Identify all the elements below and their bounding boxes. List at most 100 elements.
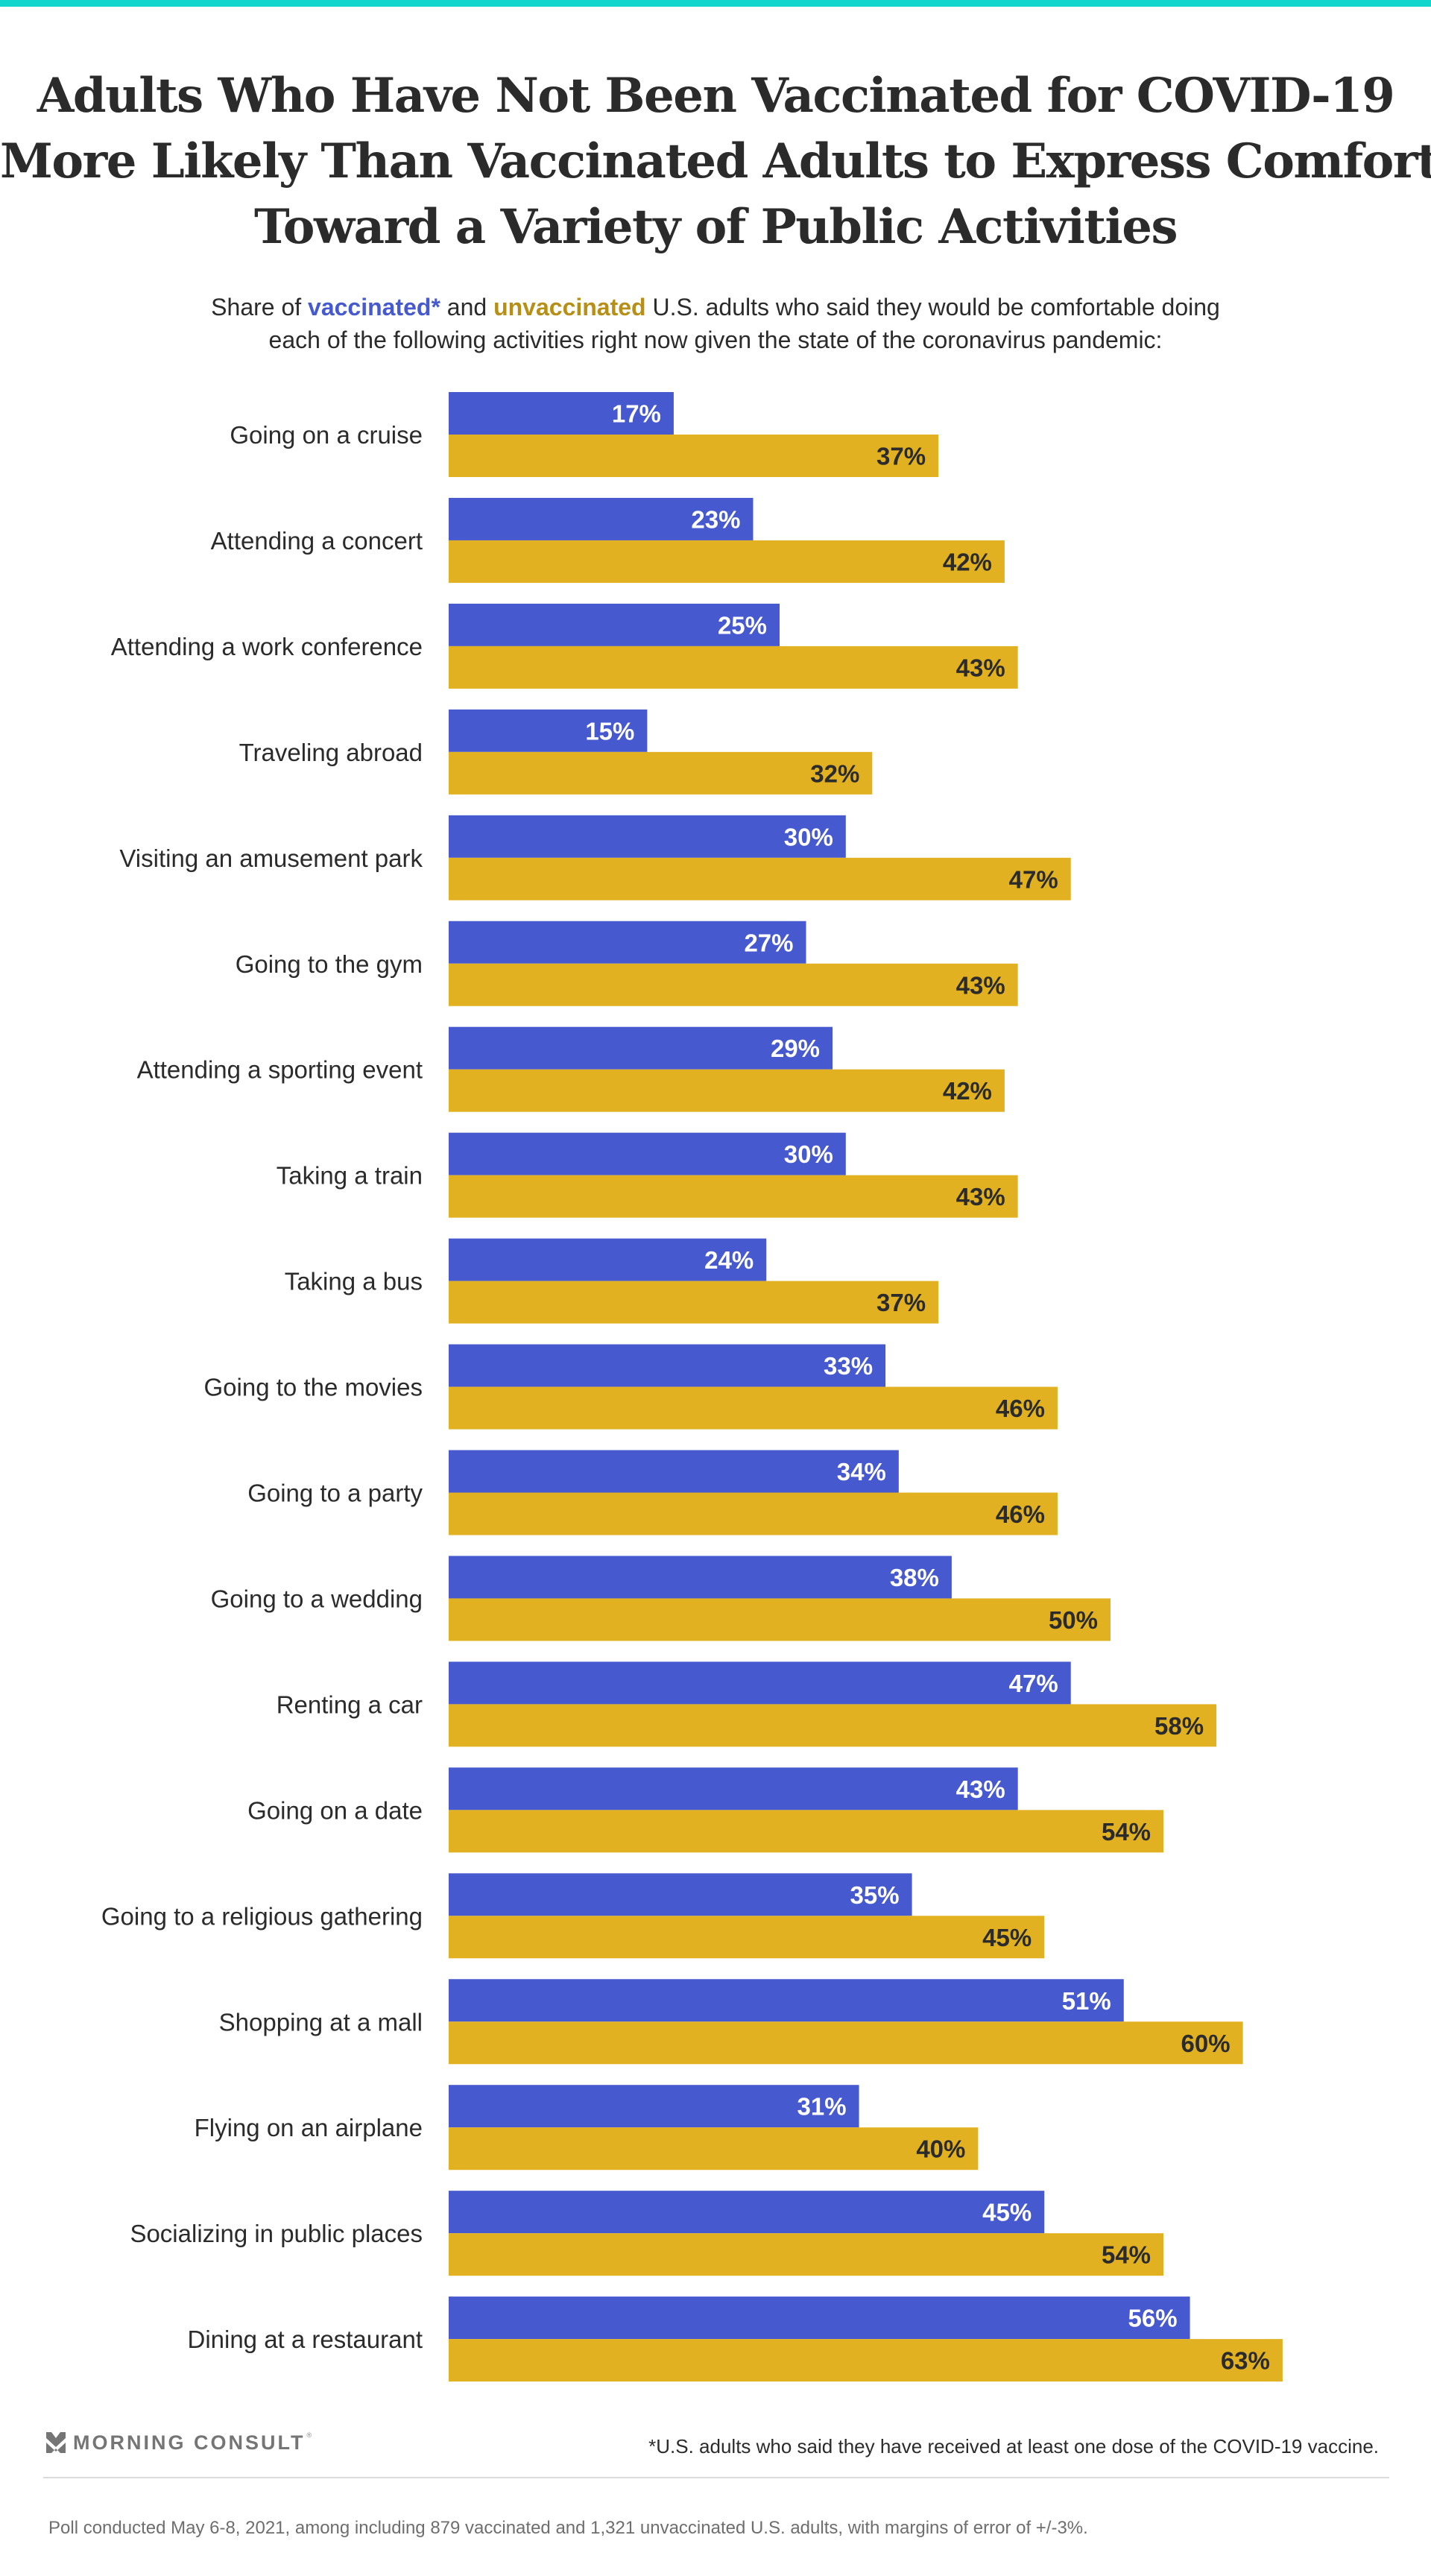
bar-vaccinated [449,603,780,646]
category-label: Going to a party [247,1480,423,1507]
bar-group: Flying on an airplane 31% 40% [195,2085,979,2171]
value-label-unvaccinated: 54% [1102,2241,1151,2269]
bar-unvaccinated [449,2233,1164,2276]
bar-unvaccinated [449,2021,1243,2065]
bar-vaccinated [449,2296,1190,2340]
value-label-vaccinated: 47% [1009,1670,1058,1697]
value-label-unvaccinated: 43% [956,1183,1005,1210]
bar-unvaccinated [449,2339,1283,2382]
value-label-unvaccinated: 37% [876,443,926,470]
bar-vaccinated [449,1344,886,1387]
bar-vaccinated [449,709,648,752]
value-label-vaccinated: 31% [797,2093,846,2121]
footnote: *U.S. adults who said they have received… [648,2435,1379,2457]
value-label-vaccinated: 15% [585,717,634,745]
value-label-unvaccinated: 37% [876,1289,926,1316]
value-label-unvaccinated: 50% [1049,1606,1098,1634]
value-label-vaccinated: 56% [1128,2305,1177,2332]
bar-unvaccinated [449,1598,1111,1641]
subtitle-line-2: each of the following activities right n… [268,326,1163,353]
value-label-unvaccinated: 60% [1181,2030,1231,2057]
category-label: Going on a date [247,1796,423,1824]
value-label-vaccinated: 43% [956,1775,1005,1803]
bar-vaccinated [449,392,674,435]
category-label: Attending a sporting event [137,1056,423,1084]
morning-consult-logo: MORNING CONSULT ® [46,2431,312,2454]
value-label-unvaccinated: 63% [1221,2347,1270,2375]
category-label: Visiting an amusement park [119,845,423,872]
poll-methodology-note: Poll conducted May 6-8, 2021, among incl… [48,2518,1088,2538]
bar-unvaccinated [449,1810,1164,1853]
value-label-unvaccinated: 42% [943,548,992,575]
bar-vaccinated [449,1767,1018,1811]
category-label: Going to the gym [236,950,423,978]
value-label-unvaccinated: 40% [916,2135,965,2163]
value-label-unvaccinated: 45% [982,1924,1032,1951]
value-label-vaccinated: 25% [718,611,767,639]
bar-group: Going on a cruise 17% 37% [230,392,939,477]
value-label-unvaccinated: 46% [996,1395,1045,1422]
bar-vaccinated [449,815,846,858]
value-label-vaccinated: 27% [744,929,793,956]
bar-vaccinated [449,2085,859,2128]
bar-group: Attending a work conference 25% 43% [111,603,1018,689]
category-label: Going to a religious gathering [101,1902,423,1930]
bar-unvaccinated [449,1916,1045,1959]
bar-vaccinated [449,2191,1045,2234]
chart-title: Adults Who Have Not Been Vaccinated for … [0,63,1431,260]
bar-unvaccinated [449,435,939,477]
bar-vaccinated [449,1873,912,1916]
value-label-unvaccinated: 58% [1154,1712,1204,1740]
value-label-unvaccinated: 54% [1102,1818,1151,1846]
bar-group: Going to a wedding 38% 50% [211,1556,1111,1641]
legend-unvaccinated: unvaccinated [493,294,646,321]
category-label: Dining at a restaurant [187,2326,423,2353]
bar-unvaccinated [449,751,873,795]
bar-group: Going to a party 34% 46% [247,1450,1058,1535]
bar-vaccinated [449,1026,833,1070]
bar-vaccinated [449,1661,1071,1705]
value-label-unvaccinated: 43% [956,654,1005,681]
bar-vaccinated [449,1556,952,1599]
bar-group: Going to the gym 27% 43% [236,921,1018,1006]
value-label-vaccinated: 34% [837,1458,886,1486]
registered-mark: ® [306,2431,312,2439]
category-label: Renting a car [277,1690,423,1718]
value-label-vaccinated: 35% [850,1881,900,1909]
bar-group: Traveling abroad 15% 32% [239,709,873,795]
bar-group: Taking a train 30% 43% [277,1132,1018,1218]
bar-vaccinated [449,497,754,540]
value-label-unvaccinated: 42% [943,1077,992,1105]
value-label-vaccinated: 24% [704,1246,754,1274]
bar-vaccinated [449,1450,899,1493]
top-accent-bar [0,0,1431,7]
subtitle-prefix: Share of [211,294,309,321]
bar-unvaccinated [449,963,1018,1006]
value-label-vaccinated: 17% [612,400,661,428]
bar-group: Visiting an amusement park 30% 47% [119,815,1071,900]
value-label-unvaccinated: 43% [956,971,1005,999]
legend-vaccinated: vaccinated* [308,294,440,321]
category-label: Socializing in public places [130,2220,423,2247]
bar-group: Attending a concert 23% 42% [211,497,1005,583]
category-label: Going on a cruise [230,421,423,449]
bar-unvaccinated [449,540,1005,583]
category-label: Taking a train [277,1162,423,1190]
bar-group: Attending a sporting event 29% 42% [137,1026,1005,1112]
brand-name: MORNING CONSULT [73,2431,306,2454]
chart-subtitle: Share of vaccinated* and unvaccinated U.… [0,291,1431,356]
bar-unvaccinated [449,1704,1217,1747]
value-label-vaccinated: 30% [784,1140,833,1168]
bar-group: Shopping at a mall 51% 60% [219,1979,1243,2065]
bar-unvaccinated [449,2127,979,2171]
bar-unvaccinated [449,1386,1058,1430]
bar-unvaccinated [449,1281,939,1324]
bar-vaccinated [449,1132,846,1175]
value-label-unvaccinated: 32% [810,760,859,787]
value-label-unvaccinated: 47% [1009,865,1058,893]
bar-unvaccinated [449,645,1018,689]
footer-divider [43,2477,1389,2478]
title-line-2: More Likely Than Vaccinated Adults to Ex… [0,133,1431,189]
title-line-3: Toward a Variety of Public Activities [254,199,1178,255]
subtitle-suffix: U.S. adults who said they would be comfo… [645,294,1220,321]
